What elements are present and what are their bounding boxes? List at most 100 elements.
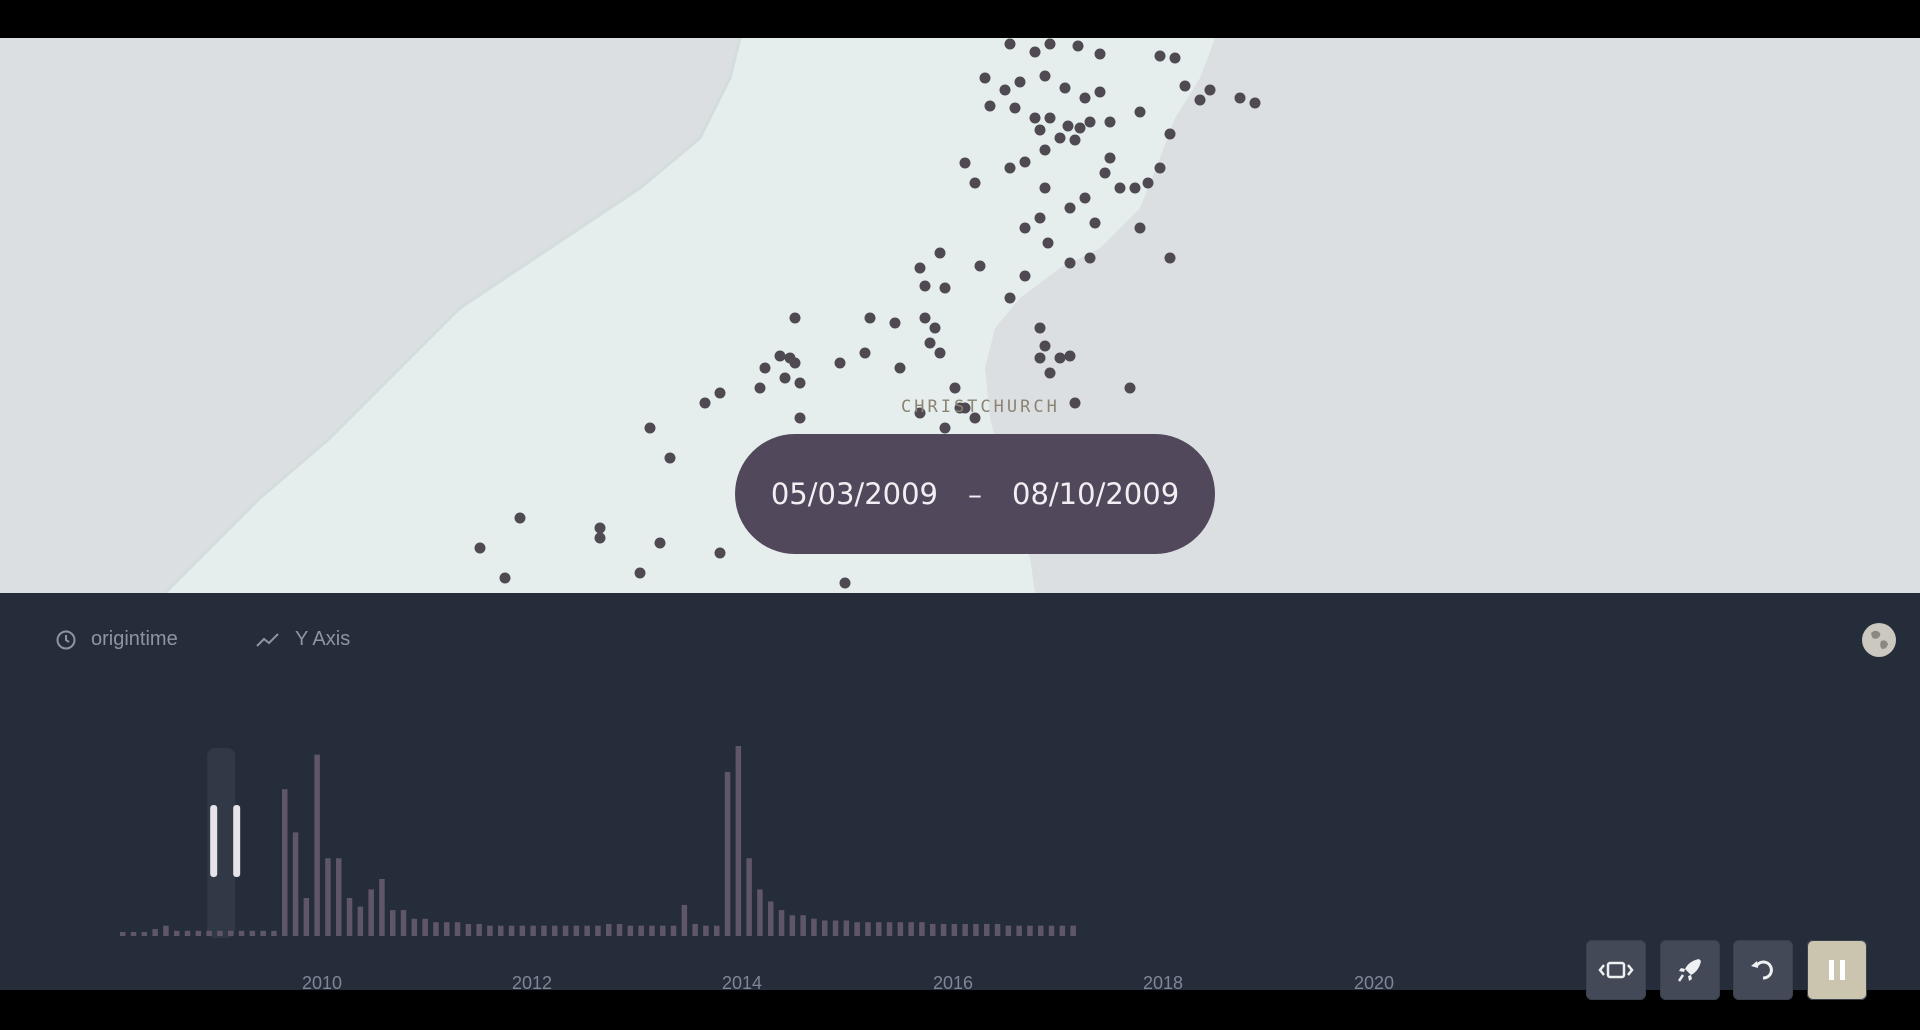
histogram-bar[interactable]	[811, 918, 817, 936]
histogram-bar[interactable]	[973, 923, 979, 936]
histogram-bar[interactable]	[724, 771, 731, 936]
histogram-bar[interactable]	[368, 889, 374, 936]
histogram-bar[interactable]	[411, 918, 418, 936]
histogram-bar[interactable]	[141, 932, 148, 936]
histogram-bar[interactable]	[1059, 925, 1066, 936]
histogram-bar[interactable]	[584, 925, 590, 936]
histogram-bar[interactable]	[249, 930, 256, 936]
histogram-bar[interactable]	[282, 789, 288, 936]
histogram-bar[interactable]	[1048, 925, 1055, 936]
histogram-bar[interactable]	[390, 910, 396, 936]
histogram-bar[interactable]	[768, 901, 774, 936]
histogram-bar[interactable]	[530, 925, 536, 936]
histogram-bar[interactable]	[552, 925, 558, 936]
histogram-bar[interactable]	[357, 906, 364, 936]
histogram-bar[interactable]	[865, 922, 871, 936]
histogram-bar[interactable]	[832, 920, 839, 936]
histogram-bar[interactable]	[379, 879, 385, 936]
selection-handle[interactable]	[210, 805, 218, 877]
histogram-bar[interactable]	[400, 910, 407, 936]
histogram-bar[interactable]	[789, 915, 796, 936]
histogram-bar[interactable]	[120, 932, 126, 936]
histogram-bar[interactable]	[152, 929, 158, 936]
histogram-bar[interactable]	[508, 925, 515, 936]
histogram-bar[interactable]	[1070, 925, 1076, 936]
histogram-bar[interactable]	[919, 922, 925, 936]
histogram-bar[interactable]	[660, 925, 666, 936]
histogram-bar[interactable]	[854, 922, 860, 936]
histogram-bar[interactable]	[562, 925, 569, 936]
selection-window[interactable]	[207, 748, 236, 938]
histogram-bar[interactable]	[616, 923, 623, 936]
histogram-bar[interactable]	[174, 930, 180, 936]
histogram-bar[interactable]	[735, 746, 742, 936]
timeline-chart[interactable]: 2010 2012 2014 2016 2018 2020	[0, 593, 1920, 990]
histogram-bar[interactable]	[606, 923, 612, 936]
histogram-bar[interactable]	[757, 889, 763, 936]
rocket-button[interactable]	[1660, 940, 1720, 1000]
histogram-bar[interactable]	[962, 923, 968, 936]
histogram-bar[interactable]	[206, 930, 212, 936]
histogram-bar[interactable]	[476, 923, 482, 936]
histogram-bar[interactable]	[649, 925, 655, 936]
histogram-bar[interactable]	[908, 922, 914, 936]
histogram-bar[interactable]	[746, 858, 752, 936]
selection-handle[interactable]	[233, 805, 241, 877]
histogram-bar[interactable]	[627, 925, 634, 936]
histogram-bar[interactable]	[541, 925, 547, 936]
histogram-bar[interactable]	[163, 925, 169, 936]
histogram-bar[interactable]	[951, 923, 958, 936]
histogram-bar[interactable]	[519, 925, 526, 936]
histogram-bar[interactable]	[843, 920, 850, 936]
histogram-bar[interactable]	[444, 922, 450, 936]
histogram-bar[interactable]	[228, 930, 234, 936]
histogram-bar[interactable]	[217, 930, 223, 936]
histogram-bar[interactable]	[336, 858, 342, 936]
histogram-bar[interactable]	[886, 922, 893, 936]
histogram-bar[interactable]	[714, 925, 720, 936]
histogram-bar[interactable]	[433, 922, 439, 936]
map-view[interactable]: CHRISTCHURCH 05/03/2009 – 08/10/2009	[0, 38, 1920, 593]
pause-button[interactable]	[1807, 940, 1867, 1000]
histogram-bar[interactable]	[984, 923, 990, 936]
histogram-bar[interactable]	[271, 930, 277, 936]
histogram-bar[interactable]	[1027, 925, 1033, 936]
histogram-bar[interactable]	[422, 918, 428, 936]
histogram-bar[interactable]	[292, 832, 299, 936]
histogram-bar[interactable]	[703, 925, 709, 936]
histogram-bar[interactable]	[1005, 925, 1012, 936]
histogram-bar[interactable]	[303, 898, 310, 936]
histogram-bar[interactable]	[454, 922, 461, 936]
histogram-bar[interactable]	[1016, 925, 1022, 936]
histogram-bar[interactable]	[778, 910, 785, 936]
histogram-bar[interactable]	[692, 923, 698, 936]
y-axis-tab[interactable]: Y Axis	[255, 628, 350, 651]
histogram-bar[interactable]	[346, 898, 353, 936]
histogram-bar[interactable]	[1038, 925, 1044, 936]
histogram-bar[interactable]	[897, 922, 904, 936]
histogram-bar[interactable]	[130, 932, 137, 936]
histogram-bar[interactable]	[681, 904, 688, 936]
fit-button[interactable]	[1586, 940, 1646, 1000]
histogram-bar[interactable]	[314, 754, 320, 936]
histogram-bar[interactable]	[195, 930, 202, 936]
time-field-tab[interactable]: origintime	[55, 628, 178, 651]
histogram-bar[interactable]	[994, 923, 1001, 936]
histogram-bar[interactable]	[940, 923, 947, 936]
histogram-bar[interactable]	[670, 925, 677, 936]
histogram-bar[interactable]	[465, 923, 472, 936]
histogram-bar[interactable]	[260, 930, 266, 936]
histogram-bar[interactable]	[184, 930, 191, 936]
histogram-bar[interactable]	[638, 925, 644, 936]
histogram-bar[interactable]	[238, 930, 245, 936]
globe-icon[interactable]	[1862, 623, 1896, 657]
histogram-bar[interactable]	[498, 925, 504, 936]
histogram-bar[interactable]	[800, 915, 806, 936]
histogram-bar[interactable]	[487, 925, 493, 936]
histogram-bar[interactable]	[930, 923, 936, 936]
reset-button[interactable]	[1733, 940, 1793, 1000]
histogram-bar[interactable]	[822, 920, 828, 936]
histogram-bar[interactable]	[595, 925, 601, 936]
histogram-bar[interactable]	[876, 922, 882, 936]
histogram-bar[interactable]	[573, 925, 580, 936]
